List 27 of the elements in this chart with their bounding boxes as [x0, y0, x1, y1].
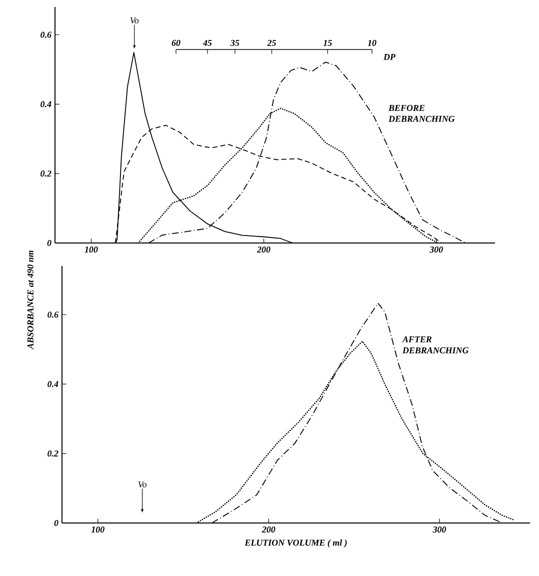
x-tick-label: 100: [84, 246, 98, 253]
x-axis-title: ELUTION VOLUME ( ml ): [244, 539, 347, 548]
x-tick-label: 200: [262, 526, 276, 533]
x-tick-label: 200: [256, 246, 270, 253]
x-tick-label: 100: [91, 526, 104, 533]
y-tick-label: 0: [54, 520, 58, 526]
annotation: AFTER DEBRANCHING: [402, 336, 469, 354]
y-tick-label: 0.2: [48, 450, 58, 457]
y-tick-label: 0.2: [40, 170, 52, 177]
x2-tick-label: 15: [323, 40, 332, 46]
x-tick-label: 300: [432, 526, 446, 533]
x2-tick-label: 25: [267, 40, 276, 46]
annotation: Vo: [130, 18, 139, 24]
x2-tick-label: 60: [172, 40, 180, 46]
x2-axis-title: DP: [383, 54, 396, 60]
y-tick-label: 0.6: [48, 312, 58, 318]
x2-tick-label: 35: [230, 40, 240, 46]
annotation: BEFORE DEBRANCHING: [388, 104, 455, 122]
y-tick-label: 0.4: [48, 381, 58, 388]
y-axis-title: ABSORBANCE at 490 nm: [27, 250, 34, 350]
y-tick-label: 0.4: [40, 101, 52, 108]
y-tick-label: 0: [47, 240, 52, 246]
x-tick-label: 300: [430, 246, 443, 253]
y-tick-label: 0.6: [40, 32, 52, 38]
x2-tick-label: 10: [368, 40, 376, 46]
x2-tick-label: 45: [202, 40, 212, 46]
annotation: Vo: [138, 481, 147, 488]
